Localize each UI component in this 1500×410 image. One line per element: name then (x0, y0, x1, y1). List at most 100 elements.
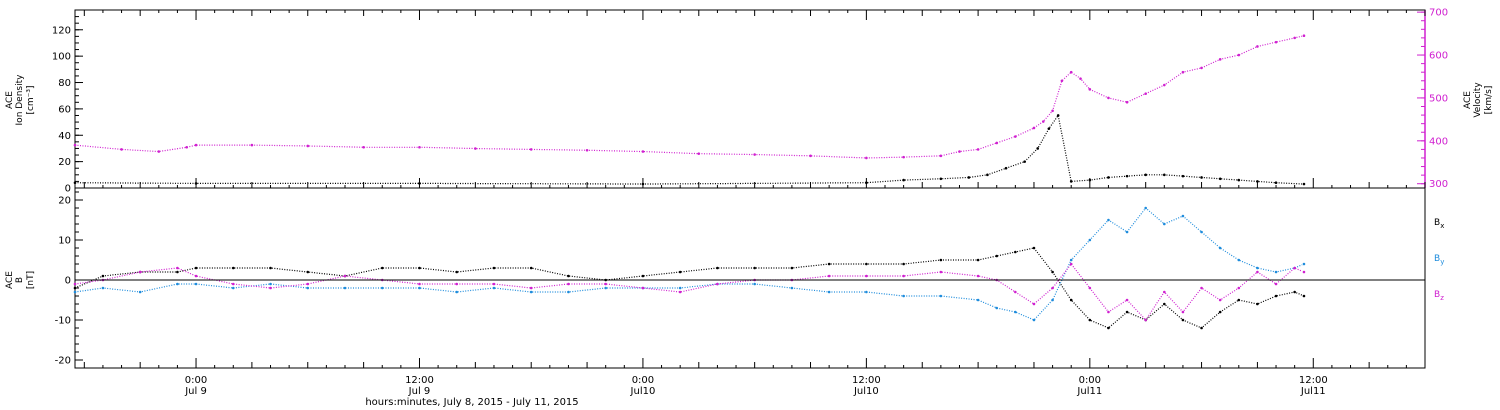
velocity-trace (74, 35, 1303, 159)
b-ylabel-line2: B (15, 277, 25, 283)
density-point (1023, 160, 1026, 163)
density-ylabel-line2: Ion Density (15, 74, 25, 126)
density-point (902, 178, 905, 182)
density-point (967, 176, 971, 179)
b-ylabel-line3: [nT] (26, 271, 36, 289)
b-tick-label: 0 (65, 276, 71, 287)
bx-point (418, 266, 421, 270)
bz-point (827, 274, 831, 278)
by-point (418, 286, 421, 290)
bx-point (269, 266, 272, 270)
bz-point (604, 282, 607, 286)
velocity-tick-label: 400 (1429, 136, 1448, 147)
density-tick-label: 0 (65, 184, 71, 195)
density-point (1069, 180, 1073, 183)
bz-point (567, 282, 570, 286)
by-point (380, 286, 384, 290)
density-point (1256, 180, 1259, 183)
b-tick-label: -20 (55, 356, 71, 367)
density-tick-label: 120 (52, 25, 71, 36)
bx-point (231, 266, 235, 270)
density-tick-label: 100 (52, 52, 71, 63)
bx-point (1302, 294, 1306, 298)
velocity-point (529, 148, 533, 151)
legend-bz: Bz (1434, 290, 1444, 302)
bottom-panel-series (73, 206, 1306, 330)
date-tick-label: Jul10 (630, 386, 656, 397)
velocity-axis-ticks: 300 400 500 600 700 (1417, 8, 1448, 190)
density-trace (75, 114, 1303, 185)
velocity-ylabel-line3: [km/s] (1484, 86, 1494, 115)
bx-point (1088, 318, 1092, 322)
bz-point (1302, 270, 1306, 274)
bz-point (902, 274, 905, 278)
velocity-point (306, 144, 310, 148)
velocity-tick-label: 700 (1429, 8, 1448, 19)
top-panel-density-velocity: 0 20 40 60 80 100 120 300 400 500 600 700 ACE Ion … (5, 8, 1494, 195)
time-tick-label: 0:00 (185, 375, 207, 386)
time-tick-label: 12:00 (1299, 375, 1328, 386)
b-ylabel-line1: ACE (5, 271, 15, 289)
bottom-panel-magnetic-field: -20 -10 0 10 20 ACE B [nT] Bx By Bz (5, 187, 1444, 369)
velocity-point (902, 155, 905, 159)
time-tick-label: 12:00 (852, 375, 881, 386)
density-tick-label: 20 (58, 157, 71, 168)
velocity-point (809, 154, 812, 158)
velocity-point (120, 148, 123, 151)
by-trace (74, 207, 1303, 321)
date-tick-label: Jul11 (1076, 386, 1102, 397)
density-point (1107, 176, 1110, 179)
density-point (1302, 182, 1306, 186)
bottom-panel-frame (74, 187, 1426, 369)
bx-trace (74, 247, 1303, 329)
b-tick-label: 20 (58, 196, 71, 207)
velocity-point (362, 145, 365, 149)
velocity-ylabel-line2: Velocity (1473, 82, 1483, 118)
velocity-point (474, 147, 477, 150)
by-point (306, 286, 310, 290)
b-tick-label: 10 (58, 236, 71, 247)
velocity-point (1302, 34, 1306, 38)
bz-point (865, 274, 868, 278)
b-tick-label: -10 (55, 316, 71, 327)
density-tick-label: 60 (58, 104, 71, 115)
velocity-point (641, 150, 645, 153)
legend-bx: Bx (1434, 218, 1444, 230)
density-point (939, 177, 943, 181)
date-tick-label: Jul11 (1300, 386, 1326, 397)
density-axis-ticks: 0 20 40 60 80 100 120 (52, 16, 83, 195)
top-panel-series (73, 34, 1306, 186)
density-tick-label: 80 (58, 78, 71, 89)
by-point (567, 290, 570, 294)
time-tick-label: 0:00 (632, 375, 654, 386)
velocity-point (194, 143, 198, 147)
velocity-tick-label: 600 (1429, 51, 1448, 62)
by-point (902, 294, 905, 298)
bz-point (455, 282, 459, 286)
x-axis-label: hours:minutes, July 8, 2015 - July 11, 2… (365, 397, 578, 408)
date-tick-label: Jul 9 (184, 386, 207, 397)
velocity-ylabel-line1: ACE (1463, 91, 1473, 109)
time-tick-label: 12:00 (405, 375, 434, 386)
date-tick-label: Jul10 (853, 386, 879, 397)
velocity-tick-label: 300 (1429, 179, 1448, 190)
bx-point (529, 266, 533, 270)
top-panel-frame (74, 9, 1426, 189)
date-tick-label: Jul 9 (408, 386, 431, 397)
b-legend: Bx By Bz (1434, 218, 1444, 302)
density-point (1144, 173, 1147, 177)
time-tick-label: 0:00 (1079, 375, 1101, 386)
legend-by: By (1434, 254, 1444, 266)
bx-point (753, 266, 756, 270)
velocity-point (697, 152, 701, 155)
velocity-tick-label: 500 (1429, 93, 1448, 104)
density-ylabel-line1: ACE (5, 91, 15, 109)
density-point (1274, 181, 1278, 185)
density-ylabel-line3: [cm⁻³] (26, 85, 36, 114)
density-tick-label: 40 (58, 131, 71, 142)
by-point (1302, 262, 1306, 266)
bz-trace (74, 263, 1303, 321)
by-point (343, 286, 347, 290)
